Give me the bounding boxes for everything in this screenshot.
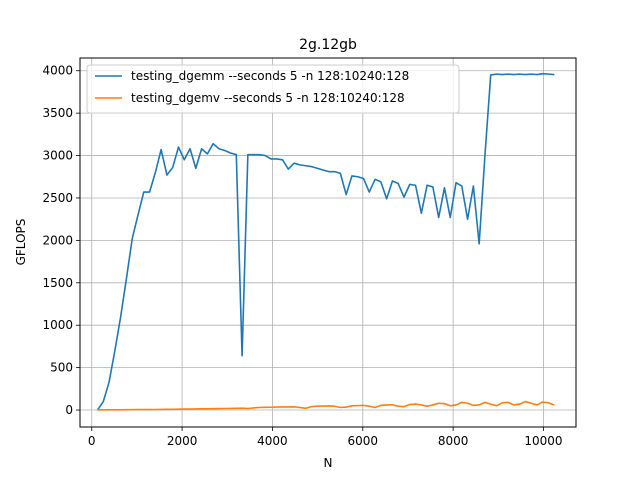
series-line-dgemv <box>97 400 555 411</box>
y-tick-label: 2000 <box>42 233 73 247</box>
y-tick-label: 500 <box>50 361 73 375</box>
y-tick-label: 0 <box>65 403 73 417</box>
y-tick-label: 3000 <box>42 149 73 163</box>
plot-frame <box>79 57 577 428</box>
x-tick-label: 4000 <box>257 434 288 448</box>
y-tick-label: 3500 <box>42 106 73 120</box>
y-tick-label: 4000 <box>42 64 73 78</box>
chart-title: 2g.12gb <box>299 37 357 53</box>
x-tick-label: 10000 <box>524 434 562 448</box>
y-tick-label: 1000 <box>42 318 73 332</box>
legend-box <box>86 64 460 114</box>
x-tick-label: 6000 <box>348 434 379 448</box>
y-axis-label: GFLOPS <box>14 219 28 266</box>
y-tick-label: 2500 <box>42 191 73 205</box>
series-layer <box>96 72 555 411</box>
x-tick-label: 8000 <box>438 434 469 448</box>
x-tick-label: 2000 <box>167 434 198 448</box>
series-line-dgemm <box>96 72 555 411</box>
ticks: 0 2000 4000 6000 8000 10000 0 500 1000 1500 2000 25… <box>42 64 562 448</box>
x-tick-label: 0 <box>88 434 96 448</box>
y-tick-label: 1500 <box>42 276 73 290</box>
legend: testing_dgemm --seconds 5 -n 128:10240:1… <box>86 64 460 114</box>
legend-label-dgemm: testing_dgemm --seconds 5 -n 128:10240:1… <box>131 69 409 83</box>
legend-label-dgemv: testing_dgemv --seconds 5 -n 128:10240:1… <box>131 91 405 105</box>
x-axis-label: N <box>324 456 333 470</box>
